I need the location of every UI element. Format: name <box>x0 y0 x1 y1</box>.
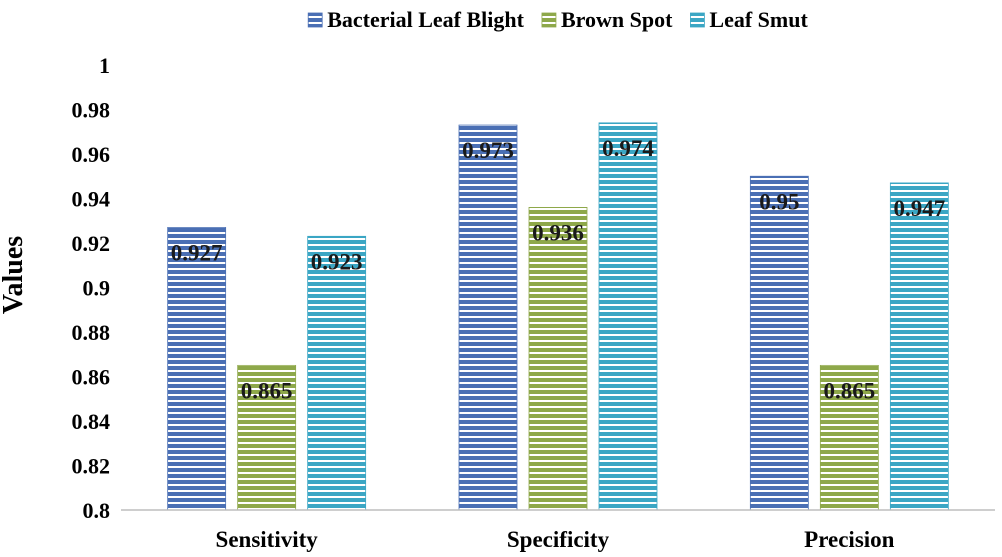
data-label: 0.973 <box>462 138 514 163</box>
y-tick-label: 0.9 <box>83 276 111 301</box>
data-label: 0.936 <box>532 220 584 245</box>
data-label: 0.947 <box>893 196 945 221</box>
data-label: 0.95 <box>759 189 799 214</box>
bar-brown-spot-specificity <box>528 206 588 511</box>
bar-bacterial-leaf-blight-specificity <box>458 124 518 511</box>
legend-item: Brown Spot <box>541 7 673 32</box>
y-tick-label: 0.86 <box>72 365 111 390</box>
legend-item: Bacterial Leaf Blight <box>307 7 525 32</box>
bar-leaf-smut-precision <box>889 182 949 511</box>
y-tick-label: 0.84 <box>72 409 111 434</box>
legend-label: Leaf Smut <box>709 7 808 32</box>
bars <box>167 122 949 511</box>
y-tick-label: 0.82 <box>72 454 111 479</box>
data-label: 0.865 <box>241 378 293 403</box>
y-tick-label: 0.94 <box>72 187 111 212</box>
bar-leaf-smut-specificity <box>598 122 658 511</box>
y-tick-label: 0.98 <box>72 98 111 123</box>
y-axis-label: Values <box>0 236 29 314</box>
y-tick-label: 0.96 <box>72 142 111 167</box>
y-axis-ticks: 0.8 0.82 0.84 0.86 0.88 0.9 0.92 0.94 0.96 0.98 1 <box>72 53 111 523</box>
bar-brown-spot-sensitivity <box>237 364 297 511</box>
legend-swatch <box>541 12 557 28</box>
bar-brown-spot-precision <box>819 364 879 511</box>
y-tick-label: 1 <box>99 53 110 78</box>
legend: Bacterial Leaf Blight Brown Spot Leaf Smut <box>307 7 808 32</box>
y-tick-label: 0.92 <box>72 231 111 256</box>
x-tick-label: Precision <box>804 527 894 552</box>
y-tick-label: 0.8 <box>83 498 111 523</box>
bar-leaf-smut-sensitivity <box>307 235 367 511</box>
legend-label: Bacterial Leaf Blight <box>327 7 524 32</box>
x-tick-label: Specificity <box>507 527 610 552</box>
legend-label: Brown Spot <box>561 7 673 32</box>
data-label: 0.927 <box>171 240 223 265</box>
legend-swatch <box>690 12 705 28</box>
data-label: 0.865 <box>823 378 875 403</box>
legend-item: Leaf Smut <box>690 7 808 32</box>
x-tick-label: Sensitivity <box>216 527 319 552</box>
x-axis-ticks: Sensitivity Specificity Precision <box>216 527 895 552</box>
legend-swatch <box>307 12 323 28</box>
data-label: 0.974 <box>602 136 654 161</box>
data-label: 0.923 <box>311 249 363 274</box>
y-tick-label: 0.88 <box>72 320 111 345</box>
data-labels: 0.927 0.865 0.923 0.973 0.936 0.974 0.95 0.865 0… <box>171 136 945 404</box>
bar-bacterial-leaf-blight-sensitivity <box>167 227 227 511</box>
bar-bacterial-leaf-blight-precision <box>749 175 809 511</box>
